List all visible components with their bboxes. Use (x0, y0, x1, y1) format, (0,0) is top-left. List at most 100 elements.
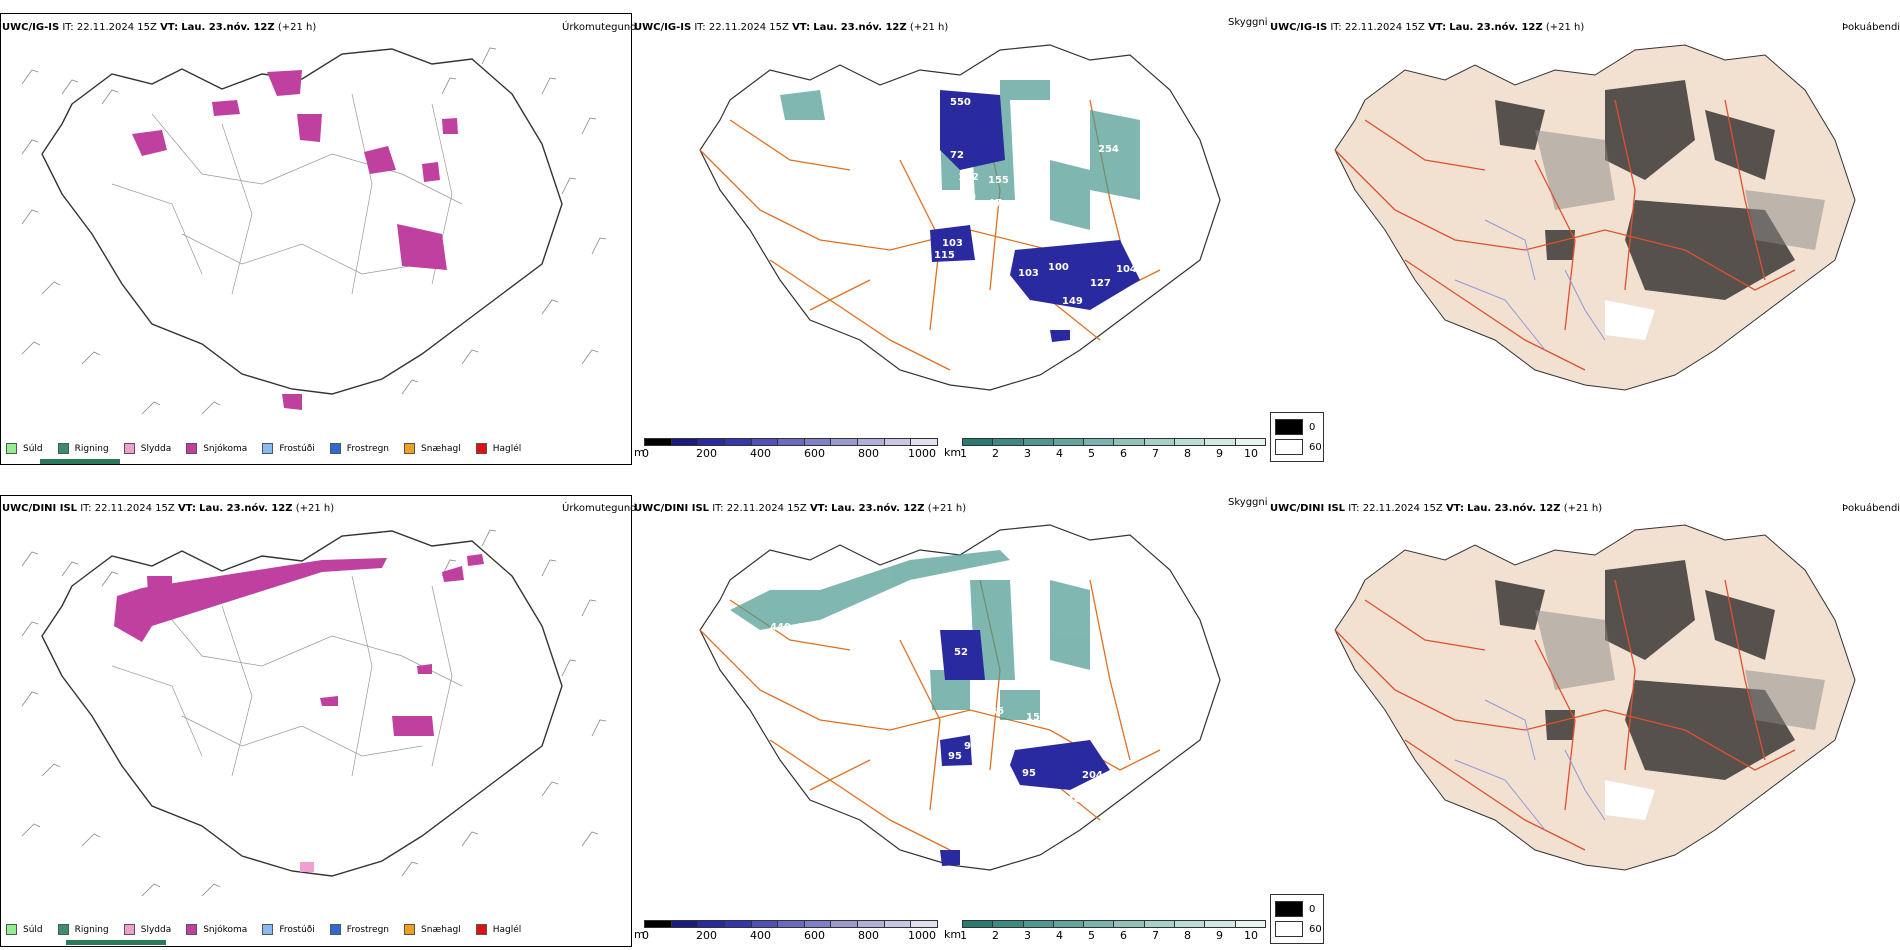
colorbar-tick: 800 (858, 447, 879, 460)
legend-item-suld: Súld (6, 924, 43, 935)
legend-item-frostudi: Frostúði (262, 924, 315, 935)
elevation-colorbar: 0 200 400 600 800 1000 (642, 920, 938, 942)
panel-title: Þokuábendi (1842, 503, 1900, 514)
panel-header: UWC/DINI ISL IT: 22.11.2024 15Z VT: Lau.… (2, 503, 335, 514)
colorbar-tick: 600 (804, 929, 825, 942)
visibility-label: 115 (934, 250, 955, 261)
panel-header: UWC/DINI ISL IT: 22.11.2024 15Z VT: Lau.… (634, 503, 967, 514)
colorbar-tick: 3 (1024, 929, 1031, 942)
legend-swatch (123, 924, 135, 935)
fog-map-row1 (1334, 44, 1856, 391)
colorbar-tick: 8 (1184, 447, 1191, 460)
fog-map-row2 (1334, 524, 1856, 871)
visibility-value-labels: 440 35 52 86 150 95 95 204 146 11 9 (770, 622, 1103, 805)
colorbar-tick: 0 (642, 929, 649, 942)
visibility-map-row2: 440 35 52 86 150 95 95 204 146 11 9 (699, 524, 1221, 871)
colorbar-tick: 10 (1244, 929, 1258, 942)
rivers (1454, 219, 1606, 351)
iceland-outline (41, 48, 563, 395)
wind-barbs (21, 47, 607, 415)
colorbar-tick: 600 (804, 447, 825, 460)
precip-type-legend: Súld Rigning Slydda Snjókoma Frostúði Fr… (6, 924, 536, 935)
visibility-label: 95 (1022, 768, 1036, 779)
colorbar-cells (962, 920, 1266, 928)
legend-swatch (57, 443, 69, 454)
legend-swatch (262, 443, 274, 454)
legend-swatch (404, 924, 416, 935)
fog-legend-swatch (1275, 921, 1303, 937)
visibility-label: 72 (950, 150, 964, 161)
wind-barbs (21, 529, 607, 897)
colorbar-tick: 10 (1244, 447, 1258, 460)
legend-swatch (329, 924, 341, 935)
colorbar-tick: 4 (1056, 929, 1063, 942)
colorbar-tick: 3 (1024, 447, 1031, 460)
colorbar-tick: 9 (1216, 447, 1223, 460)
terrain-lines (111, 575, 463, 777)
visibility-blue (930, 90, 1140, 342)
legend-swatch (186, 924, 198, 935)
colorbar-tick: 2 (992, 447, 999, 460)
fog-legend: 0 60 (1270, 412, 1324, 462)
iceland-outline (41, 530, 563, 877)
legend-swatch (57, 924, 69, 935)
legend-swatch (475, 924, 487, 935)
visibility-label: 47 (988, 198, 1002, 209)
white-gap (1605, 300, 1655, 340)
visibility-label: 104 (1116, 264, 1137, 275)
visibility-label: 150 (1026, 712, 1047, 723)
legend-swatch (6, 924, 17, 935)
colorbar-tick: 800 (858, 929, 879, 942)
visibility-label: 10 (962, 192, 976, 203)
colorbar-tick: 0 (642, 447, 649, 460)
visibility-label: 550 (950, 97, 971, 108)
legend-swatch (475, 443, 487, 454)
visibility-label: 155 (988, 175, 1009, 186)
legend-item-snaehagl: Snæhagl (404, 443, 461, 454)
visibility-label: 35 (798, 622, 812, 633)
precip-type-panel-row2 (0, 495, 632, 947)
colorbar-tick: 1000 (908, 929, 936, 942)
legend-item-frostregn: Frostregn (329, 924, 389, 935)
visibility-label: 127 (1090, 278, 1111, 289)
visibility-label: 146 (1060, 794, 1081, 805)
terrain-lines (111, 93, 463, 295)
colorbar-tick: 400 (750, 447, 771, 460)
fog-legend-swatch (1275, 419, 1303, 435)
panel-title: Skyggni (1228, 497, 1268, 508)
legend-item-snaehagl: Snæhagl (404, 924, 461, 935)
fog-roads (1334, 99, 1796, 371)
legend-swatch (186, 443, 198, 454)
precip-map-row2 (21, 529, 607, 897)
legend-item-slydda: Slydda (123, 924, 171, 935)
legend-swatch (123, 443, 135, 454)
rivers (1454, 699, 1606, 831)
legend-item-snjokoma: Snjókoma (186, 443, 247, 454)
legend-item-frostudi: Frostúði (262, 443, 315, 454)
legend-item-rigning: Rigning (57, 443, 109, 454)
legend-item-snjokoma: Snjókoma (186, 924, 247, 935)
colorbar-tick: 6 (1120, 447, 1127, 460)
snow-areas (132, 70, 458, 410)
legend-item-frostregn: Frostregn (329, 443, 389, 454)
colorbar-tick: 7 (1152, 929, 1159, 942)
colorbar-tick: 8 (1184, 929, 1191, 942)
legend-item-slydda: Slydda (123, 443, 171, 454)
colorbar-tick: 9 (1216, 929, 1223, 942)
legend-swatch (6, 443, 17, 454)
visibility-label: 440 (770, 622, 791, 633)
legend-item-rigning: Rigning (57, 924, 109, 935)
colorbar-tick: 2 (992, 929, 999, 942)
timeline-marker (66, 940, 166, 945)
colorbar-tick: 1 (960, 929, 967, 942)
legend-item-suld: Súld (6, 443, 43, 454)
visibility-label: 254 (1098, 144, 1119, 155)
visibility-label: 25 (1032, 232, 1046, 243)
visibility-map-row1: 550 72 112 155 10 47 254 103 115 103 100… (699, 44, 1221, 391)
visibility-label: 100 (1048, 262, 1069, 273)
fog-legend: 0 60 (1270, 894, 1324, 944)
colorbar-tick: 7 (1152, 447, 1159, 460)
colorbar-tick: 5 (1088, 447, 1095, 460)
colorbar-tick: 5 (1088, 929, 1095, 942)
visibility-label: 149 (1062, 296, 1083, 307)
